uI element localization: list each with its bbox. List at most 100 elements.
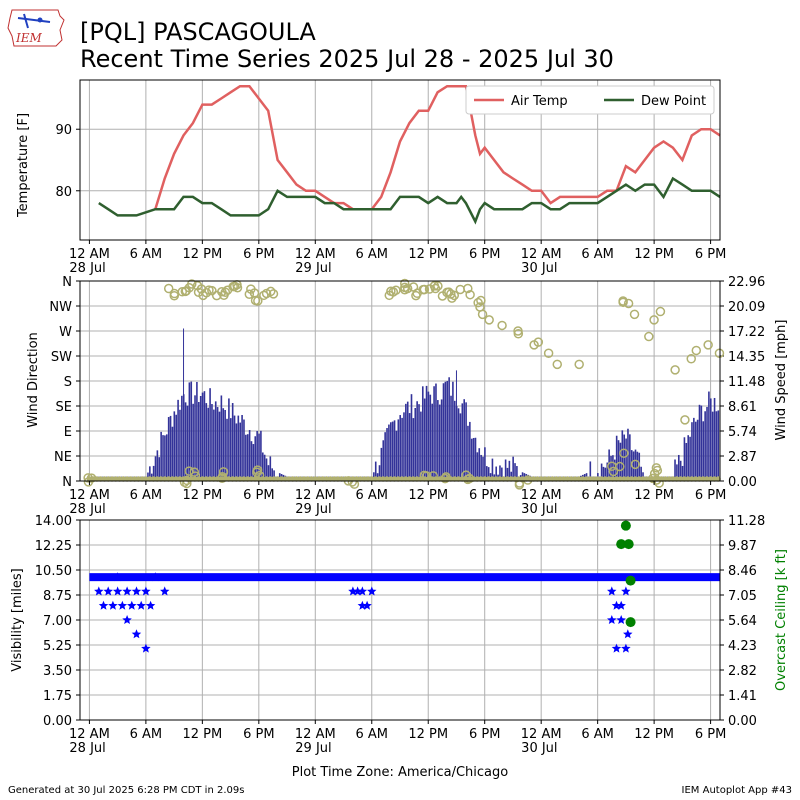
visibility-tick-label: 0.00 — [43, 714, 72, 729]
wind-speed-bar — [177, 399, 179, 481]
legend-dew-point-label: Dew Point — [641, 94, 706, 109]
wind-direction-point — [429, 281, 440, 291]
wind-speed-bar — [256, 430, 258, 481]
x-tick-label: 6 AM — [130, 247, 163, 262]
x-date-label: 29 Jul — [295, 502, 331, 517]
wind-direction-point — [533, 337, 544, 347]
wind-speed-bar — [501, 467, 503, 481]
direction-tick-label: NE — [54, 450, 72, 465]
wind-speed-bar — [425, 385, 428, 481]
wind-speed-bar — [613, 459, 616, 481]
wind-direction-point — [218, 467, 229, 477]
time-zone-axis-label: Plot Time Zone: America/Chicago — [292, 765, 508, 780]
wind-speed-bar — [165, 434, 168, 481]
wind-direction-point — [691, 345, 702, 356]
wind-speed-bar — [487, 467, 490, 481]
wind-direction-point — [465, 289, 475, 300]
wind-speed-bar — [446, 380, 449, 481]
wind-direction-point — [447, 293, 457, 303]
wind-speed-bar — [484, 447, 486, 481]
wind-direction-point — [268, 289, 279, 299]
wind-direction-point — [686, 354, 696, 364]
wind-direction-point — [649, 315, 659, 325]
wind-speed-bar — [689, 436, 691, 481]
x-tick-label: 6 PM — [469, 488, 500, 503]
speed-tick-label: 11.48 — [728, 375, 765, 390]
wind-speed-bar — [261, 452, 264, 481]
visibility-tick-label: 10.50 — [35, 564, 72, 579]
wind-speed-bar — [474, 437, 477, 481]
wind-speed-bar — [606, 462, 609, 481]
wind-speed-bar — [374, 461, 377, 481]
wind-speed-bar — [241, 415, 243, 481]
x-tick-label: 12 PM — [408, 247, 448, 262]
visibility-point — [160, 586, 170, 596]
wind-direction-point — [513, 329, 524, 339]
wind-speed-bar — [604, 467, 607, 481]
speed-tick-label: 20.09 — [728, 300, 765, 315]
wind-speed-bar — [273, 470, 275, 481]
y-tick-label: 90 — [55, 123, 72, 138]
ceiling-point — [623, 539, 634, 550]
x-tick-label: 6 AM — [130, 488, 163, 503]
wind-speed-bar — [640, 466, 642, 481]
x-tick-label: 12 AM — [295, 488, 336, 503]
wind-direction-point — [619, 448, 629, 458]
dew-point-line — [98, 176, 721, 225]
wind-speed-bar — [265, 458, 268, 481]
x-tick-label: 6 AM — [356, 488, 389, 503]
x-tick-label: 12 PM — [408, 488, 448, 503]
wind-speed-bar — [514, 463, 516, 481]
wind-speed-bar — [239, 422, 241, 481]
ceiling-point — [625, 617, 636, 628]
wind-speed-bar — [634, 449, 637, 481]
wind-direction-point — [455, 284, 466, 295]
wind-speed-bar — [589, 461, 592, 481]
wind-speed-bar — [608, 449, 610, 481]
chart-subtitle: Recent Time Series 2025 Jul 28 - 2025 Ju… — [80, 45, 614, 73]
wind-speed-bar — [169, 415, 172, 481]
wind-speed-bar — [406, 401, 409, 481]
wind-speed-bar — [207, 407, 209, 481]
wind-direction-point — [484, 315, 494, 325]
wind-speed-bar — [250, 441, 253, 481]
wind-speed-bar — [397, 419, 400, 481]
wind-speed-bar — [702, 421, 705, 481]
visibility-point — [141, 643, 151, 653]
visibility-point — [117, 600, 128, 610]
wind-speed-bar — [388, 424, 390, 481]
wind-speed-bar — [694, 421, 697, 481]
wind-direction-point — [552, 359, 563, 370]
wind-direction-point — [670, 365, 680, 375]
direction-tick-label: E — [64, 425, 72, 440]
ceiling-point — [625, 575, 636, 586]
wind-speed-bar — [708, 391, 710, 481]
x-tick-label: 6 PM — [469, 727, 500, 742]
wind-speed-bar — [448, 377, 450, 481]
wind-speed-bar — [403, 412, 405, 481]
wind-speed-bar — [437, 400, 439, 481]
x-tick-label: 12 AM — [295, 727, 336, 742]
wind-speed-bar — [175, 414, 177, 481]
speed-tick-label: 8.61 — [728, 400, 757, 415]
wind-speed-bar — [373, 472, 375, 481]
speed-tick-label: 22.96 — [728, 275, 765, 290]
wind-speed-bar — [495, 466, 497, 481]
wind-speed-bar — [470, 438, 473, 481]
wind-speed-bar — [457, 408, 460, 481]
x-date-label: 30 Jul — [521, 741, 557, 756]
x-tick-label: 12 PM — [408, 727, 448, 742]
wind-direction-point — [477, 309, 488, 320]
wind-speed-bar — [476, 452, 479, 481]
x-tick-label: 6 PM — [243, 727, 274, 742]
wind-speed-bar — [248, 430, 251, 481]
visibility-point — [136, 600, 146, 610]
visibility-tick-label: 5.25 — [43, 639, 72, 654]
wind-speed-bar — [625, 438, 627, 481]
wind-speed-bar — [677, 454, 680, 481]
wind-speed-bar — [461, 403, 464, 481]
x-tick-label: 12 PM — [182, 247, 222, 262]
visibility-tick-label: 3.50 — [43, 664, 72, 679]
wind-speed-bar — [258, 433, 260, 481]
wind-direction-point — [714, 348, 725, 358]
